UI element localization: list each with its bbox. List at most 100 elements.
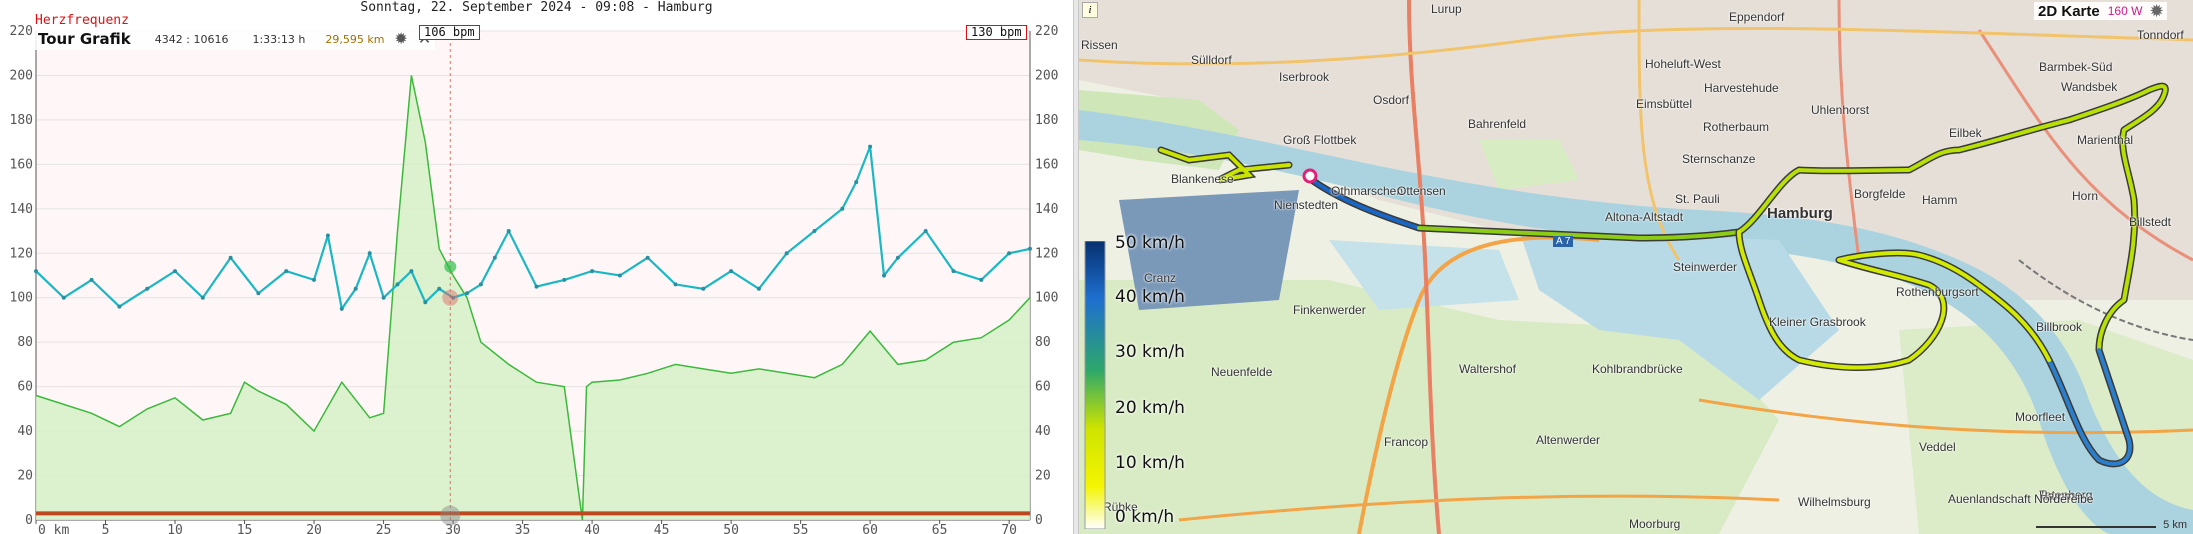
heart-rate-point xyxy=(562,277,567,282)
heart-rate-point xyxy=(506,229,511,233)
cursor-handle xyxy=(440,505,461,526)
x-tick-label: 30 xyxy=(445,523,461,534)
x-tick-label: 25 xyxy=(376,523,392,534)
map-panel[interactable]: i 2D Karte 160 W ✹ Lurup Eppendorf Barmbek… xyxy=(1079,0,2193,534)
y-tick-label-left: 60 xyxy=(17,380,33,395)
tour-range: 4342 : 10616 xyxy=(154,32,229,46)
heart-rate-point xyxy=(673,282,678,287)
place-label: Iserbrook xyxy=(1279,70,1330,84)
place-label: Kohlbrandbrücke xyxy=(1592,362,1683,376)
heart-rate-point xyxy=(895,255,900,260)
place-label: Barmbek-Süd xyxy=(2039,60,2113,74)
place-label: Rotherbaum xyxy=(1703,120,1770,134)
place-label: Neuenfelde xyxy=(1211,365,1273,379)
heart-rate-point xyxy=(1007,251,1012,256)
y-tick-label-left: 80 xyxy=(17,335,33,350)
y-tick-label-right: 220 xyxy=(1035,24,1058,39)
heart-rate-point xyxy=(173,269,177,274)
place-label: Altenwerder xyxy=(1536,433,1601,447)
x-tick-label: 60 xyxy=(862,523,878,534)
heart-rate-point xyxy=(756,286,761,291)
panel-splitter[interactable] xyxy=(1073,0,1079,534)
metric-label: Herzfrequenz xyxy=(35,13,129,28)
heart-rate-point xyxy=(701,286,706,291)
place-label: Blankenese xyxy=(1171,172,1234,186)
place-label: Hoheluft-West xyxy=(1645,57,1721,71)
place-label: Lurup xyxy=(1431,2,1462,16)
place-label: Steinwerder xyxy=(1673,260,1738,274)
heart-rate-point xyxy=(89,277,94,282)
map-canvas[interactable] xyxy=(1079,0,2193,534)
map-info-button[interactable]: i xyxy=(1082,2,1098,18)
place-label: Eimsbüttel xyxy=(1636,97,1693,111)
legend-label-0: 0 km/h xyxy=(1115,507,1175,527)
gear-icon[interactable]: ✹ xyxy=(2150,3,2163,20)
place-label: Finkenwerder xyxy=(1293,303,1366,317)
place-label: Rothenburgsort xyxy=(1896,285,1979,299)
x-tick-label: 0 km xyxy=(38,523,69,534)
place-label: Wilhelmsburg xyxy=(1798,495,1871,509)
y-tick-label-left: 120 xyxy=(10,246,33,261)
place-label: Tatenberg xyxy=(2039,488,2093,502)
heart-rate-point xyxy=(478,282,483,287)
heart-rate-point xyxy=(923,229,928,233)
place-label: Harvestehude xyxy=(1704,81,1779,95)
heart-rate-point xyxy=(729,269,734,274)
place-label: Kleiner Grasbrook xyxy=(1769,315,1866,329)
tour-duration: 1:33:13 h xyxy=(252,32,306,46)
place-label: Borgfelde xyxy=(1854,187,1906,201)
place-label: Sülldorf xyxy=(1191,53,1232,67)
x-tick-label: 10 xyxy=(167,523,183,534)
place-label: St. Pauli xyxy=(1675,192,1720,206)
place-label: Eppendorf xyxy=(1729,10,1785,24)
y-tick-label-right: 80 xyxy=(1035,335,1051,350)
motorway-shield: A 7 xyxy=(1553,236,1574,247)
tour-graph[interactable]: 0 20 40 60 80 100 120 140 160 180 200 220 0 20 40 60 80… xyxy=(0,0,1073,534)
place-label: Hamburg xyxy=(1767,205,1833,222)
map-scale: 5 km xyxy=(2036,519,2187,531)
heart-rate-point xyxy=(840,206,845,211)
y-tick-label-right: 140 xyxy=(1035,202,1058,217)
legend-label-10: 10 km/h xyxy=(1115,453,1185,473)
heart-rate-point xyxy=(200,295,205,300)
place-label: Groß Flottbek xyxy=(1283,133,1357,147)
place-label: Billbrook xyxy=(2036,320,2083,334)
y-tick-label-left: 200 xyxy=(10,68,33,83)
heart-rate-point xyxy=(854,180,859,185)
y-tick-label-left: 140 xyxy=(10,202,33,217)
y-tick-label-left: 100 xyxy=(10,291,33,306)
map-title: 2D Karte xyxy=(2038,2,2100,20)
heart-rate-point xyxy=(812,229,817,233)
place-label: Ottensen xyxy=(1397,184,1446,198)
place-label: Eilbek xyxy=(1949,126,1982,140)
gear-icon[interactable]: ✹ xyxy=(394,29,408,48)
x-tick-label: 15 xyxy=(237,523,253,534)
x-tick-label: 40 xyxy=(584,523,600,534)
cursor-marker-heart-rate xyxy=(442,289,459,306)
power-value: 160 W xyxy=(2107,4,2143,18)
heart-rate-point xyxy=(423,300,428,305)
heart-rate-line xyxy=(35,146,1031,312)
legend-label-30: 30 km/h xyxy=(1115,342,1185,362)
place-label: Cranz xyxy=(1144,271,1177,285)
place-label: Wandsbek xyxy=(2061,80,2118,94)
speed-legend: 50 km/h 40 km/h 30 km/h 20 km/h 10 km/h … xyxy=(1083,233,1188,529)
place-label: Horn xyxy=(2072,189,2099,203)
x-tick-label: 55 xyxy=(793,523,809,534)
place-label: Osdorf xyxy=(1373,93,1410,107)
heart-rate-point xyxy=(61,295,66,300)
y-tick-label-left: 40 xyxy=(17,424,33,439)
heart-rate-point xyxy=(465,291,469,296)
legend-label-20: 20 km/h xyxy=(1115,398,1185,418)
heart-rate-point xyxy=(882,273,886,278)
place-label: Waltershof xyxy=(1459,362,1516,376)
elevation-area xyxy=(36,75,1030,520)
heart-rate-point xyxy=(534,284,539,289)
heart-rate-point xyxy=(339,306,344,311)
heart-rate-point xyxy=(228,255,233,260)
place-label: Altona-Altstadt xyxy=(1605,210,1684,224)
tour-toolbar: Tour Grafik 4342 : 10616 1:33:13 h 29,59… xyxy=(34,28,436,50)
place-label: Billstedt xyxy=(2129,215,2172,229)
left-marker-bpm: 106 bpm xyxy=(419,25,480,40)
cursor-marker-elevation xyxy=(444,260,457,273)
